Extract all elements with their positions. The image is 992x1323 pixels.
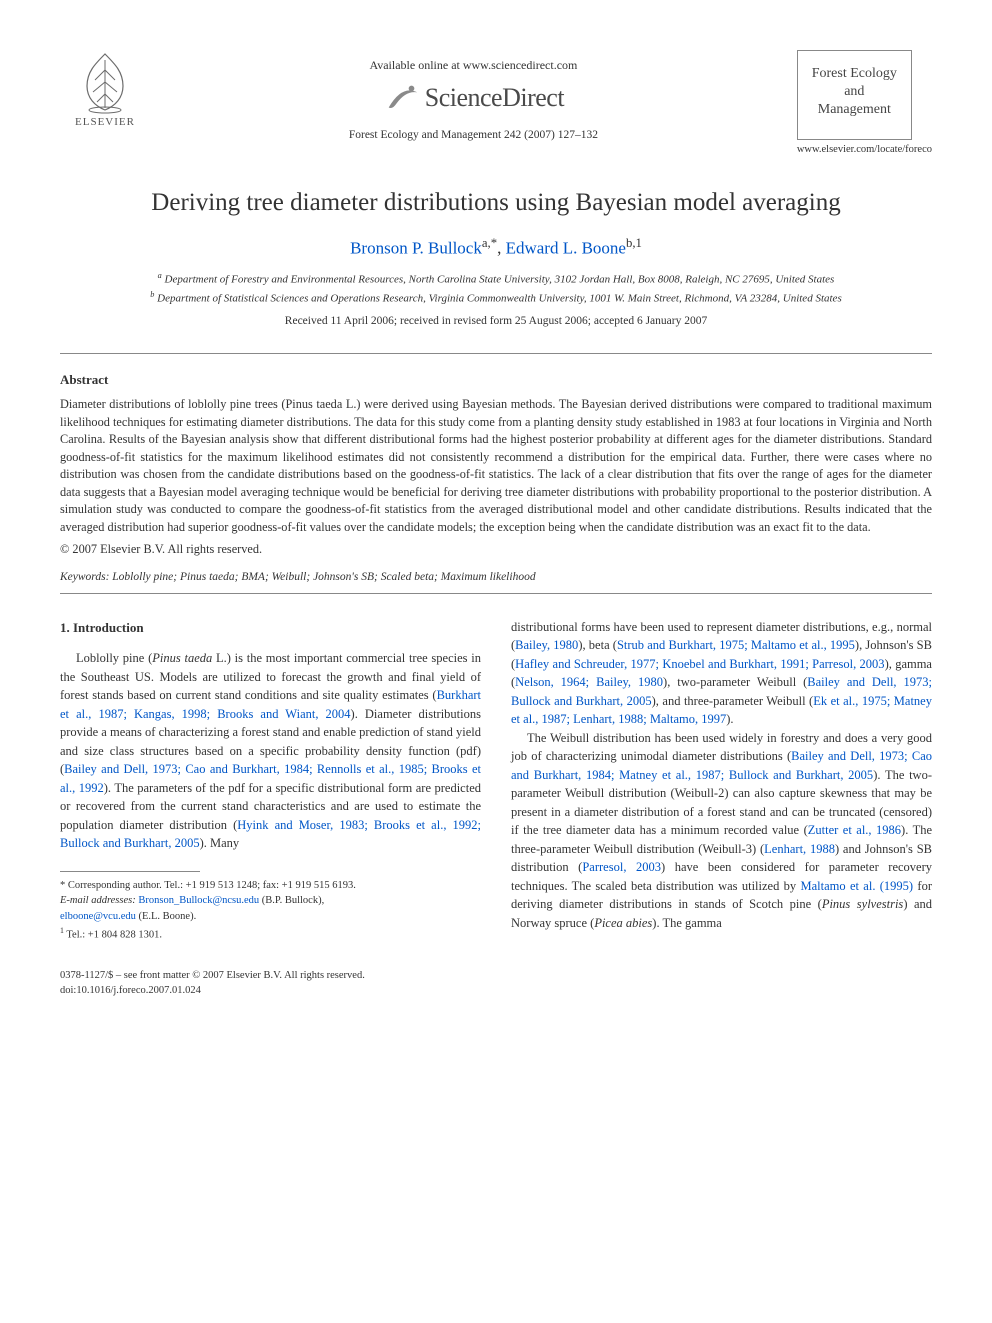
keywords-label: Keywords:: [60, 571, 109, 583]
affiliations: a Department of Forestry and Environment…: [60, 270, 932, 307]
keywords-text: Loblolly pine; Pinus taeda; BMA; Weibull…: [112, 571, 535, 583]
locate-url: www.elsevier.com/locate/foreco: [797, 144, 932, 155]
journal-box-line1: Forest Ecology: [798, 65, 911, 83]
available-online-text: Available online at www.sciencedirect.co…: [150, 58, 797, 73]
tel-footnote: 1 Tel.: +1 804 828 1301.: [60, 925, 481, 943]
keywords-line: Keywords: Loblolly pine; Pinus taeda; BM…: [60, 571, 932, 583]
citation-link[interactable]: Lenhart, 1988: [764, 842, 835, 856]
journal-reference: Forest Ecology and Management 242 (2007)…: [150, 129, 797, 141]
divider-top: [60, 353, 932, 354]
citation-link[interactable]: Maltamo et al. (1995): [801, 879, 914, 893]
elsevier-tree-icon: [73, 50, 137, 114]
footer-doi: doi:10.1016/j.foreco.2007.01.024: [60, 984, 932, 999]
citation-link[interactable]: Parresol, 2003: [582, 860, 661, 874]
elsevier-label: ELSEVIER: [75, 116, 135, 128]
email-label: E-mail addresses:: [60, 895, 136, 906]
center-header: Available online at www.sciencedirect.co…: [150, 50, 797, 141]
corresponding-author: * Corresponding author. Tel.: +1 919 513…: [60, 878, 481, 894]
page-footer: 0378-1127/$ – see front matter © 2007 El…: [60, 969, 932, 998]
journal-box-line2: and: [798, 83, 911, 101]
section-1-heading: 1. Introduction: [60, 618, 481, 637]
body-columns: 1. Introduction Loblolly pine (Pinus tae…: [60, 618, 932, 943]
article-page: ELSEVIER Available online at www.science…: [0, 0, 992, 1039]
author-2-sup: b,1: [626, 236, 642, 250]
sciencedirect-logo: ScienceDirect: [150, 79, 797, 117]
author-link-2[interactable]: Edward L. Boone: [506, 238, 626, 257]
author-2-name: Edward L. Boone: [506, 238, 626, 257]
author-1-sup: a,*: [482, 236, 497, 250]
article-title: Deriving tree diameter distributions usi…: [60, 187, 932, 220]
article-dates: Received 11 April 2006; received in revi…: [60, 315, 932, 327]
divider-bottom: [60, 593, 932, 594]
footnote-separator: [60, 871, 200, 872]
journal-box-line3: Management: [798, 101, 911, 119]
intro-paragraph-1: Loblolly pine (Pinus taeda L.) is the mo…: [60, 649, 481, 853]
journal-cover-box: Forest Ecology and Management: [797, 50, 912, 140]
citation-link[interactable]: Hafley and Schreuder, 1977; Knoebel and …: [515, 657, 884, 671]
abstract-heading: Abstract: [60, 372, 932, 388]
intro-paragraph-2: The Weibull distribution has been used w…: [511, 729, 932, 933]
sciencedirect-swoosh-icon: [383, 79, 421, 117]
intro-paragraph-1-cont: distributional forms have been used to r…: [511, 618, 932, 729]
email-link-2[interactable]: elboone@vcu.edu: [60, 911, 136, 922]
author-link-1[interactable]: Bronson P. Bullock: [350, 238, 482, 257]
affiliation-a: Department of Forestry and Environmental…: [165, 274, 835, 286]
column-left: 1. Introduction Loblolly pine (Pinus tae…: [60, 618, 481, 943]
email-line: E-mail addresses: Bronson_Bullock@ncsu.e…: [60, 893, 481, 909]
citation-link[interactable]: Nelson, 1964; Bailey, 1980: [515, 675, 663, 689]
page-header: ELSEVIER Available online at www.science…: [60, 50, 932, 155]
citation-link[interactable]: Strub and Burkhart, 1975; Maltamo et al.…: [617, 638, 855, 652]
elsevier-logo-block: ELSEVIER: [60, 50, 150, 128]
journal-cover-block: Forest Ecology and Management www.elsevi…: [797, 50, 932, 155]
author-line: Bronson P. Bullocka,*, Edward L. Booneb,…: [60, 236, 932, 259]
author-1-name: Bronson P. Bullock: [350, 238, 482, 257]
citation-link[interactable]: Bailey, 1980: [515, 638, 578, 652]
column-right: distributional forms have been used to r…: [511, 618, 932, 943]
abstract-copyright: © 2007 Elsevier B.V. All rights reserved…: [60, 542, 932, 557]
affiliation-b: Department of Statistical Sciences and O…: [157, 292, 842, 304]
email-line-2: elboone@vcu.edu (E.L. Boone).: [60, 909, 481, 925]
citation-link[interactable]: Zutter et al., 1986: [808, 823, 901, 837]
footer-line-1: 0378-1127/$ – see front matter © 2007 El…: [60, 969, 932, 984]
sciencedirect-text: ScienceDirect: [425, 83, 564, 113]
email-link-1[interactable]: Bronson_Bullock@ncsu.edu: [138, 895, 259, 906]
footnotes: * Corresponding author. Tel.: +1 919 513…: [60, 878, 481, 944]
abstract-text: Diameter distributions of loblolly pine …: [60, 396, 932, 536]
